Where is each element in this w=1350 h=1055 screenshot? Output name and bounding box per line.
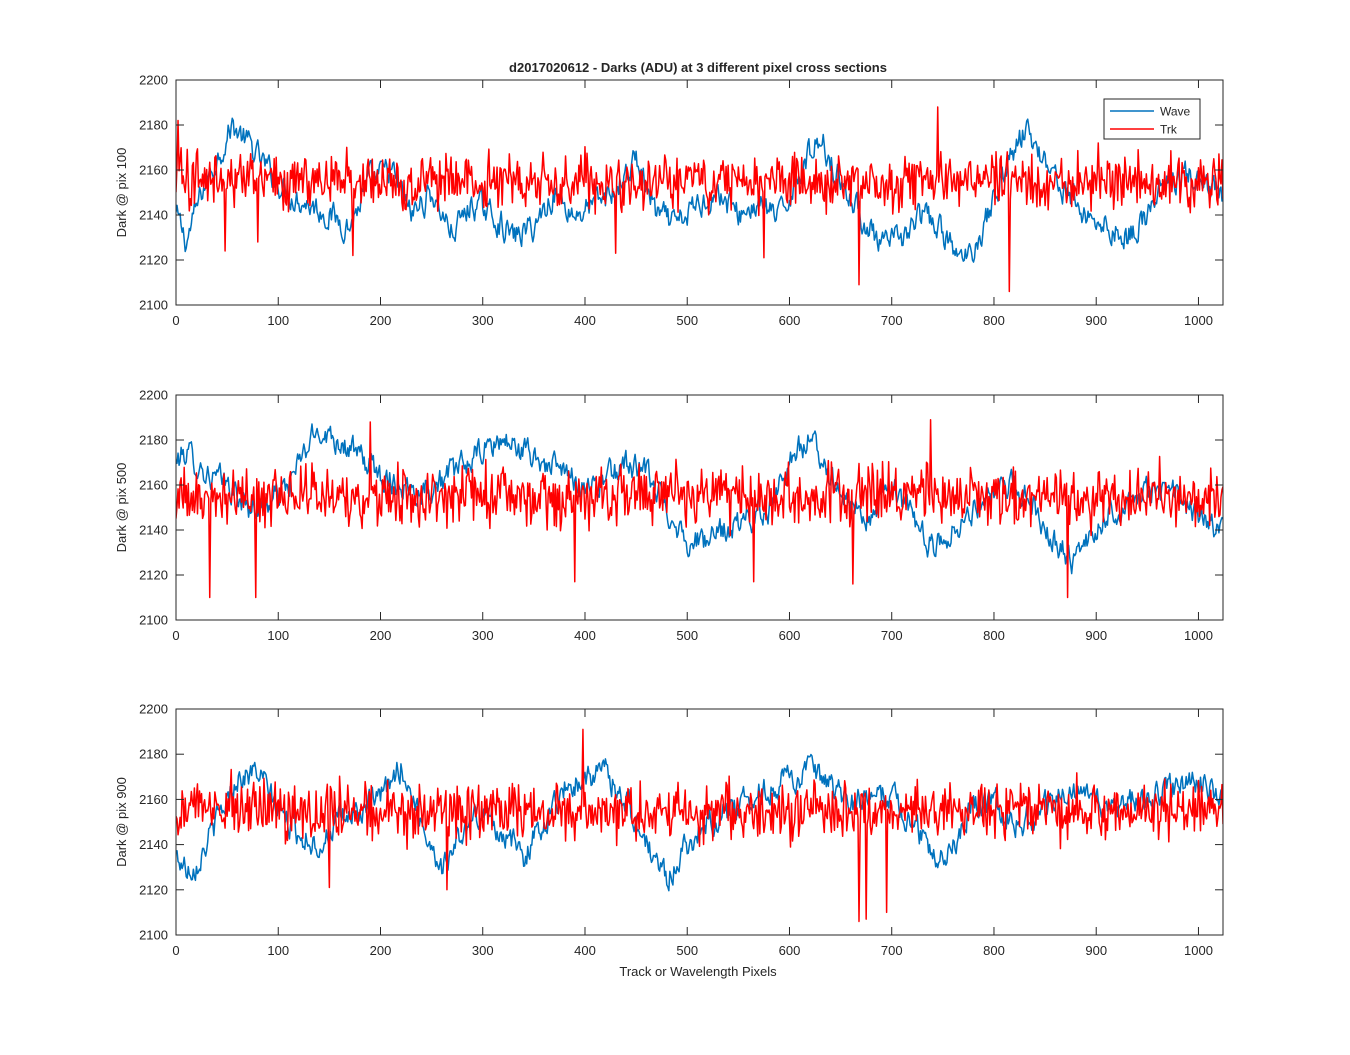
- legend-label-wave: Wave: [1160, 105, 1191, 119]
- legend-label-trk: Trk: [1160, 123, 1178, 137]
- x-tick-label: 200: [370, 943, 392, 958]
- x-tick-label: 0: [172, 313, 179, 328]
- y-tick-label: 2200: [139, 388, 168, 403]
- legend: Wave Trk: [1103, 98, 1201, 140]
- series-group: [176, 419, 1223, 599]
- y-tick-label: 2160: [139, 792, 168, 807]
- x-tick-label: 300: [472, 628, 494, 643]
- y-tick-label: 2200: [139, 702, 168, 717]
- x-tick-label: 700: [881, 313, 903, 328]
- chart-panel-2: 0 100 200 300 400 500 600 700 800 900 1000 2100 2120…: [114, 388, 1224, 643]
- x-tick-label: 300: [472, 313, 494, 328]
- series-group: [176, 106, 1223, 293]
- y-axis-label: Dark @ pix 500: [114, 463, 129, 553]
- x-tick-label: 900: [1085, 628, 1107, 643]
- y-tick-label: 2100: [139, 613, 168, 628]
- x-tick-label: 300: [472, 943, 494, 958]
- y-tick-label: 2120: [139, 253, 168, 268]
- x-tick-label: 900: [1085, 313, 1107, 328]
- x-tick-label: 500: [676, 628, 698, 643]
- x-tick-label: 400: [574, 943, 596, 958]
- series-line-wave: [176, 423, 1223, 575]
- x-tick-label: 200: [370, 313, 392, 328]
- axes-box: [175, 394, 1224, 621]
- x-tick-label: 800: [983, 313, 1005, 328]
- series-line-trk: [176, 106, 1223, 293]
- x-tick-label: 500: [676, 943, 698, 958]
- x-tick-label: 100: [267, 943, 289, 958]
- x-tick-label: 900: [1085, 943, 1107, 958]
- y-tick-label: 2160: [139, 163, 168, 178]
- series-line-trk: [176, 728, 1223, 923]
- axes-box: [175, 79, 1224, 306]
- series-line-trk: [176, 419, 1223, 599]
- y-tick-label: 2120: [139, 882, 168, 897]
- x-tick-label: 1000: [1184, 943, 1213, 958]
- chart-panel-3: 0 100 200 300 400 500 600 700 800 900 1000 2100 2120…: [114, 702, 1224, 958]
- y-axis-label: Dark @ pix 100: [114, 148, 129, 238]
- y-axis-label: Dark @ pix 900: [114, 777, 129, 867]
- x-tick-label: 800: [983, 943, 1005, 958]
- axes-box: [175, 708, 1224, 936]
- x-tick-label: 700: [881, 628, 903, 643]
- x-tick-label: 0: [172, 943, 179, 958]
- x-tick-label: 0: [172, 628, 179, 643]
- x-tick-label: 800: [983, 628, 1005, 643]
- x-axis-label: Track or Wavelength Pixels: [619, 964, 777, 979]
- y-tick-label: 2140: [139, 208, 168, 223]
- y-tick-label: 2140: [139, 837, 168, 852]
- y-tick-label: 2180: [139, 433, 168, 448]
- x-tick-label: 100: [267, 628, 289, 643]
- y-tick-label: 2180: [139, 747, 168, 762]
- x-tick-label: 600: [779, 943, 801, 958]
- y-tick-label: 2100: [139, 298, 168, 313]
- y-tick-label: 2200: [139, 73, 168, 88]
- y-tick-label: 2180: [139, 118, 168, 133]
- x-tick-label: 1000: [1184, 628, 1213, 643]
- y-tick-label: 2120: [139, 568, 168, 583]
- y-tick-label: 2100: [139, 928, 168, 943]
- x-tick-label: 500: [676, 313, 698, 328]
- x-tick-label: 700: [881, 943, 903, 958]
- chart-panel-1: 0 100 200 300 400 500 600 700 800 900 1000 2100 2120…: [114, 73, 1224, 328]
- x-tick-label: 600: [779, 628, 801, 643]
- y-tick-label: 2160: [139, 478, 168, 493]
- x-tick-label: 600: [779, 313, 801, 328]
- x-tick-label: 200: [370, 628, 392, 643]
- series-line-wave: [176, 117, 1223, 263]
- y-tick-label: 2140: [139, 523, 168, 538]
- x-tick-label: 400: [574, 313, 596, 328]
- x-tick-label: 400: [574, 628, 596, 643]
- x-tick-label: 1000: [1184, 313, 1213, 328]
- x-tick-label: 100: [267, 313, 289, 328]
- figure-title: d2017020612 - Darks (ADU) at 3 different…: [509, 60, 887, 75]
- series-group: [176, 728, 1223, 923]
- legend-box: [1103, 98, 1201, 140]
